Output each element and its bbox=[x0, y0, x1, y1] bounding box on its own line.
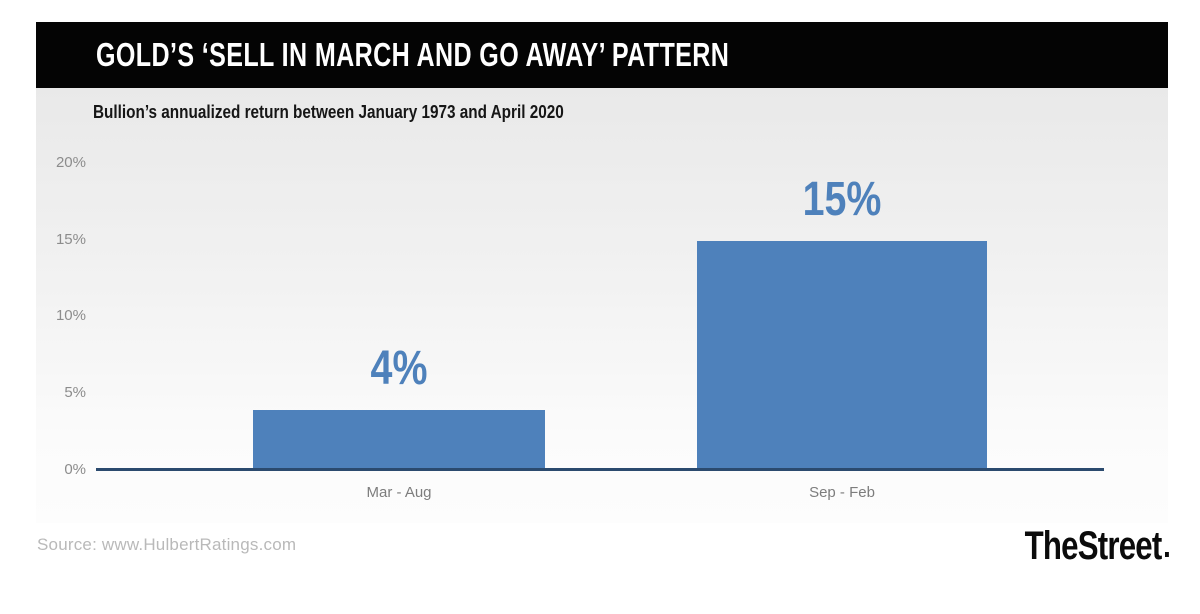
bar-mar-aug bbox=[253, 409, 545, 471]
source-credit: Source: www.HulbertRatings.com bbox=[37, 535, 297, 554]
category-label-sep-feb: Sep - Feb bbox=[809, 484, 875, 501]
bar-value-label-mar-aug: 4% bbox=[370, 341, 428, 395]
y-axis-tick-label: 5% bbox=[64, 384, 86, 401]
category-label-mar-aug: Mar - Aug bbox=[366, 484, 432, 501]
thestreet-logo-text: TheStreet bbox=[1024, 524, 1162, 568]
bar-value-label-sep-feb: 15% bbox=[802, 172, 882, 226]
header-bar: GOLD’S ‘SELL IN MARCH AND GO AWAY’ PATTE… bbox=[36, 22, 1168, 88]
thestreet-logo: TheStreet bbox=[1024, 526, 1168, 566]
y-axis-tick-label: 15% bbox=[55, 231, 86, 248]
x-axis-baseline bbox=[96, 468, 1104, 471]
chart-title: GOLD’S ‘SELL IN MARCH AND GO AWAY’ PATTE… bbox=[96, 36, 730, 73]
y-axis-tick-label: 10% bbox=[55, 307, 86, 324]
bar-sep-feb bbox=[697, 240, 987, 471]
y-axis-tick-label: 20% bbox=[55, 154, 86, 171]
y-axis-tick-label: 0% bbox=[64, 461, 86, 478]
chart-subtitle: Bullion’s annualized return between Janu… bbox=[93, 102, 564, 122]
logo-period-dot bbox=[1164, 552, 1168, 557]
chart-plot-area: Bullion’s annualized return between Janu… bbox=[36, 88, 1168, 523]
